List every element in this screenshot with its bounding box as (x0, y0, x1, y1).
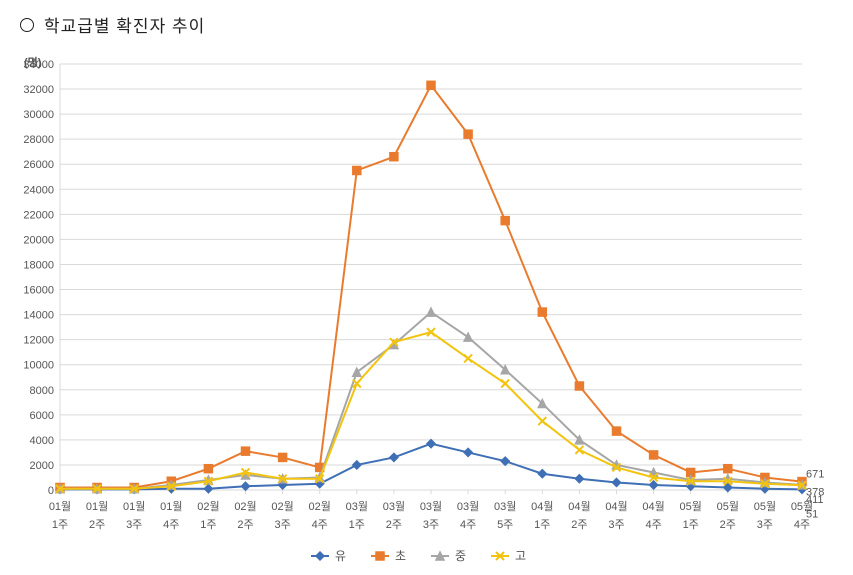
x-tick-label-week: 4주 (312, 519, 328, 531)
x-tick-label-week: 3주 (274, 519, 290, 531)
y-tick-label: 20000 (23, 234, 54, 246)
x-tick-label-week: 4주 (645, 519, 661, 531)
x-tick-label-month: 04월 (568, 500, 590, 513)
legend-item-고: 고 (515, 549, 526, 563)
x-tick-label-week: 1주 (349, 519, 365, 531)
y-tick-label: 0 (48, 485, 54, 497)
x-tick-label-week: 1주 (683, 519, 699, 531)
series-line-초 (60, 85, 802, 487)
x-tick-label-month: 03월 (346, 500, 368, 513)
y-tick-label: 14000 (23, 310, 54, 322)
x-tick-label-month: 05월 (680, 500, 702, 513)
x-tick-label-month: 03월 (383, 500, 405, 513)
x-tick-label-month: 05월 (754, 500, 776, 513)
x-tick-label-month: 01월 (123, 500, 145, 513)
x-tick-label-week: 2주 (237, 519, 253, 531)
x-tick-label-week: 1주 (534, 519, 550, 531)
y-tick-label: 2000 (30, 460, 54, 472)
x-tick-label-week: 2주 (720, 519, 736, 531)
y-tick-label: 32000 (23, 84, 54, 96)
line-chart: 0 2000 4000 6000 8000 10000 12000 14000 16000 180… (8, 50, 848, 570)
x-tick-label-month: 02월 (309, 500, 331, 513)
x-tick-label-week: 1주 (200, 519, 216, 531)
x-tick-label-month: 01월 (160, 500, 182, 513)
x-tick-label-month: 04월 (605, 500, 627, 513)
x-tick-label-month: 03월 (420, 500, 442, 513)
y-tick-label: 12000 (23, 335, 54, 347)
y-tick-label: 26000 (23, 159, 54, 171)
x-tick-label-week: 2주 (89, 519, 105, 531)
x-tick-label-month: 04월 (642, 500, 664, 513)
y-tick-label: 24000 (23, 184, 54, 196)
y-axis-title: (명) (24, 55, 42, 69)
x-tick-label-month: 02월 (271, 500, 293, 513)
x-tick-label-month: 04월 (531, 500, 553, 513)
x-tick-label-week: 5주 (497, 519, 513, 531)
x-tick-label-week: 3주 (757, 519, 773, 531)
y-tick-label: 10000 (23, 360, 54, 372)
x-tick-label-month: 02월 (197, 500, 219, 513)
y-tick-label: 22000 (23, 209, 54, 221)
x-tick-label-month: 05월 (717, 500, 739, 513)
chart-svg: 0 2000 4000 6000 8000 10000 12000 14000 16000 180… (8, 50, 848, 570)
series-line-중 (60, 312, 802, 489)
y-tick-label: 18000 (23, 259, 54, 271)
y-tick-label: 4000 (30, 435, 54, 447)
x-tick-label-week: 3주 (126, 519, 142, 531)
x-tick-label-week: 4주 (794, 519, 810, 531)
y-tick-label: 6000 (30, 410, 54, 422)
legend-item-유: 유 (335, 549, 346, 563)
series-end-label-고: 378 (806, 486, 824, 498)
x-tick-label-week: 2주 (386, 519, 402, 531)
y-tick-label: 8000 (30, 385, 54, 397)
x-tick-label-month: 01월 (49, 500, 71, 513)
x-tick-label-week: 3주 (423, 519, 439, 531)
y-tick-label: 30000 (23, 109, 54, 121)
x-tick-label-week: 4주 (460, 519, 476, 531)
chart-title: 학교급별 확진자 추이 (44, 12, 205, 37)
y-tick-label: 16000 (23, 285, 54, 297)
y-tick-label: 28000 (23, 134, 54, 146)
legend-item-초: 초 (395, 549, 406, 563)
x-tick-label-month: 02월 (234, 500, 256, 513)
legend-item-중: 중 (455, 549, 466, 563)
x-tick-label-week: 2주 (571, 519, 587, 531)
x-tick-label-week: 3주 (608, 519, 624, 531)
x-tick-label-month: 03월 (457, 500, 479, 513)
x-tick-label-week: 4주 (163, 519, 179, 531)
x-tick-label-month: 01월 (86, 500, 108, 513)
bullet-icon (20, 18, 34, 32)
chart-title-row: 학교급별 확진자 추이 (20, 12, 205, 37)
series-end-label-유: 51 (806, 508, 818, 520)
x-tick-label-week: 1주 (52, 519, 68, 531)
series-end-label-초: 671 (806, 469, 824, 481)
x-tick-label-month: 03월 (494, 500, 516, 513)
